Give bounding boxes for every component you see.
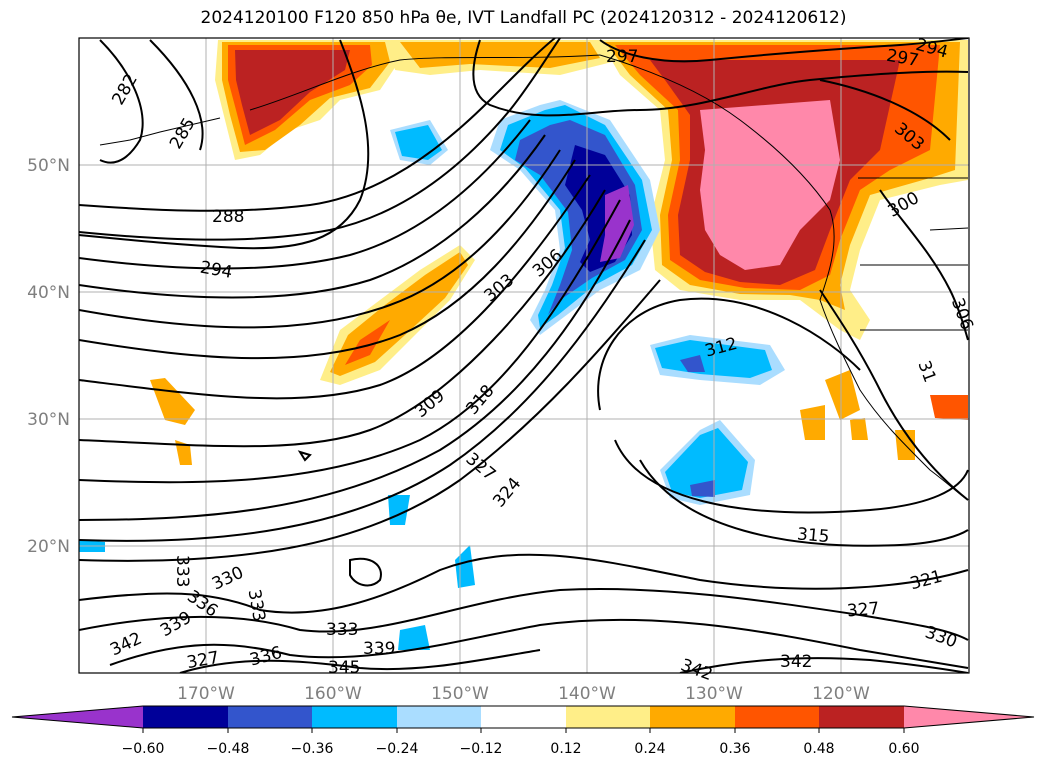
lat-label: 30°N	[27, 410, 70, 430]
colorbar-extend-max	[904, 706, 1034, 728]
colorbar-tick-label: 0.24	[634, 741, 665, 757]
colorbar-segment	[143, 706, 228, 728]
lat-label: 40°N	[27, 283, 70, 303]
map-frame	[78, 37, 970, 674]
colorbar-segment	[650, 706, 735, 728]
lon-label: 140°W	[558, 684, 616, 704]
colorbar-segment	[312, 706, 397, 728]
lat-label: 50°N	[27, 156, 70, 176]
contour-label: 285	[166, 115, 200, 153]
colorbar-tick-label: −0.36	[291, 741, 334, 757]
contour-label: 309	[411, 386, 449, 422]
coastlines	[99, 54, 969, 501]
lon-label: 160°W	[304, 684, 362, 704]
colorbar-tick-label: 0.60	[888, 741, 919, 757]
lon-label: 120°W	[812, 684, 870, 704]
colorbar-tick-label: −0.12	[460, 741, 503, 757]
colorbar-segment	[819, 706, 904, 728]
contour-label: 327	[846, 599, 880, 622]
contour-label: 342	[780, 652, 812, 672]
lon-label: 170°W	[177, 684, 235, 704]
colorbar-segment	[228, 706, 312, 728]
contour-label: 282	[108, 71, 142, 109]
colorbar-segment	[735, 706, 819, 728]
contour-label: 315	[796, 524, 830, 547]
colorbar: −0.60 −0.48 −0.36 −0.24 −0.12 0.12 0.24 …	[11, 705, 1035, 757]
contour-label: 330	[922, 623, 959, 653]
contour-label: 288	[212, 207, 244, 227]
contour-label: 294	[198, 258, 233, 283]
colorbar-segment	[566, 706, 650, 728]
colorbar-tick-label: −0.60	[122, 741, 165, 757]
lon-label: 130°W	[685, 684, 743, 704]
colorbar-segment	[397, 706, 481, 728]
lon-axis-labels: 170°W 160°W 150°W 140°W 130°W 120°W	[177, 684, 870, 704]
contour-label: 342	[678, 655, 715, 685]
contour-label: 333	[326, 620, 358, 640]
contour-label: 327	[185, 648, 220, 673]
ivt-shading	[79, 40, 968, 650]
contour-label: 339	[363, 639, 395, 659]
contour-label: 31	[913, 358, 939, 385]
lat-label: 20°N	[27, 537, 70, 557]
contour-label: 306	[947, 295, 977, 332]
colorbar-tick-label: 0.12	[550, 741, 581, 757]
contour-label: 333	[244, 588, 269, 623]
lat-axis-labels: 50°N 40°N 30°N 20°N	[27, 156, 70, 557]
lon-label: 150°W	[431, 684, 489, 704]
map-title: 2024120100 F120 850 hPa θe, IVT Landfall…	[200, 8, 847, 28]
contour-label: 330	[209, 563, 247, 595]
contour-label: 333	[172, 555, 192, 587]
contour-label: 345	[328, 658, 360, 678]
colorbar-segment	[481, 706, 566, 728]
contour-label: 321	[908, 567, 945, 595]
colorbar-tick-label: −0.48	[207, 741, 250, 757]
colorbar-tick-label: 0.36	[719, 741, 750, 757]
contour-label: 318	[462, 381, 498, 419]
contour-label: 339	[157, 608, 195, 642]
colorbar-tick-label: −0.24	[376, 741, 419, 757]
contour-label: 297	[606, 47, 638, 67]
theta-e-contours	[79, 38, 969, 673]
colorbar-extend-min	[12, 706, 143, 728]
colorbar-tick-label: 0.48	[803, 741, 834, 757]
contour-label: 324	[489, 474, 525, 512]
